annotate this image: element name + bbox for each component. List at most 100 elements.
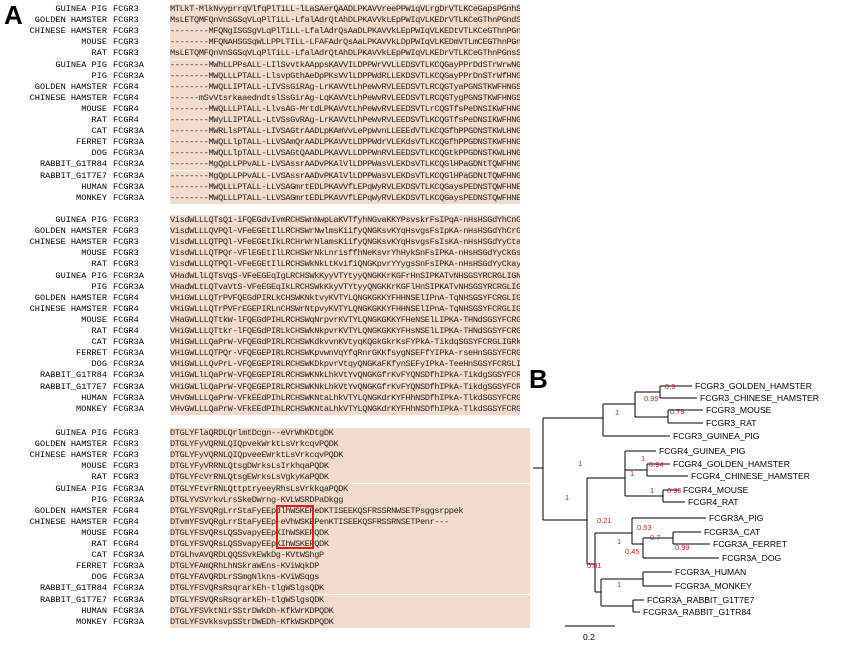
alignment-row: RABBIT_G1T7E7 FCGR3A DTGLYFSVQRsRsqrarkEh-… bbox=[0, 594, 530, 606]
gene-name: FCGR3A bbox=[113, 605, 144, 616]
sequence: DTGLYFSVQRsRsqrarkEh-tlgWSlgsQDK bbox=[170, 583, 530, 595]
gene-name: FCGR4 bbox=[113, 527, 139, 538]
sequence: DTGLYFAmQRhLhNSkraWEns-KViWqkDP bbox=[170, 561, 530, 573]
species-name: GUINEA PIG bbox=[55, 428, 107, 438]
alignment-row: RAT FCGR3 DTGLYFcVrRNLQtsgEWrksLsVgkyKaPQD… bbox=[0, 472, 530, 484]
alignment-row: RABBIT_G1T7E7 FCGR3A VHiGWLlLQaPrW-VFQEGEP… bbox=[0, 381, 520, 393]
species-name: PIG bbox=[91, 494, 107, 505]
gene-name: FCGR3A bbox=[113, 494, 144, 505]
species-name: CAT bbox=[91, 550, 107, 561]
sequence: --------MWyLLIPTALL-LtVSsGvRAg-LrKAVVtLh… bbox=[170, 115, 520, 126]
sequence: --------MWRLlsPTALL-LIVSAGtrAADLpKAmVvLe… bbox=[170, 126, 520, 138]
gene-name: FCGR3A bbox=[113, 583, 144, 594]
gene-name: FCGR3A bbox=[113, 270, 144, 281]
tree-leaf-label: FCGR3A_MONKEY bbox=[675, 581, 752, 591]
bootstrap-value: 0.9 bbox=[665, 382, 675, 391]
alignment-row: CHINESE HAMSTER FCGR4 ------mSvVtsrkaaednd… bbox=[0, 92, 520, 104]
sequence: VisdWLLLQTPQr-VFlEGEtIlLRCHSWrNkLnrisffh… bbox=[170, 248, 520, 260]
gene-name: FCGR4 bbox=[113, 516, 139, 527]
sequence: VHiGWLlLQaPrW-VFQEGEPIRLRCHSWKNkLhkVtYvQ… bbox=[170, 381, 520, 393]
species-name: HUMAN bbox=[81, 181, 107, 192]
species-name: MONKEY bbox=[76, 403, 107, 414]
gene-name: FCGR4 bbox=[113, 103, 139, 114]
sequence: DTGLYFtvrRNLQttptryeeyRhsLsVrkkqaPQDK bbox=[170, 483, 530, 495]
sequence: --------MgQpLLPPvALL-LVSAssrAADvPKAlVlLD… bbox=[170, 170, 520, 182]
sequence: VHaGWLLLQTtkW-lFQEGdPIHLRCHSWqNrpvrKVTYL… bbox=[170, 314, 520, 326]
alignment-row: MOUSE FCGR3 DTGLYFyVRRNLQtsgDWrksLsIrkhqaP… bbox=[0, 461, 530, 473]
gene-name: FCGR4 bbox=[113, 292, 139, 303]
species-name: GOLDEN HAMSTER bbox=[34, 439, 107, 450]
species-name: MOUSE bbox=[81, 527, 107, 538]
sequence: VHadWLtLQTvaVtS-VFeEGEqIkLRCHSWkKkyVTYty… bbox=[170, 281, 520, 293]
alignment-row: GOLDEN HAMSTER FCGR3 VisdWLLLQVPQl-VFeEGEt… bbox=[0, 226, 520, 238]
alignment-block-2: GUINEA PIG FCGR3 VisdWLLLQTsQ1-iFQEGdvIvmR… bbox=[0, 215, 520, 415]
species-name: MOUSE bbox=[81, 461, 107, 472]
alignment-row: GUINEA PIG FCGR3A VHadWLlLQTsVqS-VFeEGEqIg… bbox=[0, 270, 520, 282]
bootstrap-value: 0.81 bbox=[587, 561, 602, 570]
sequence: VHiGWLLLQTrPVFrEGEPIRLnCHSWrNtpvyKVTYLQN… bbox=[170, 303, 520, 315]
gene-name: FCGR3 bbox=[113, 48, 139, 59]
bootstrap-value: 0.45 bbox=[625, 547, 640, 556]
bootstrap-value: 1 bbox=[565, 493, 569, 502]
sequence: --------MFQNAHSGSqWLLPPLTILL-LFAFAdrQsAa… bbox=[170, 37, 520, 49]
bootstrap-value: 1 bbox=[578, 459, 582, 468]
alignment-row: PIG FCGR3A VHadWLtLQTvaVtS-VFeEGEqIkLRCHSW… bbox=[0, 281, 520, 293]
species-name: GOLDEN HAMSTER bbox=[34, 81, 107, 92]
alignment-row: MOUSE FCGR3 --------MFQNAHSGSqWLLPPLTILL-L… bbox=[0, 37, 520, 49]
sequence: --------MWQLLLPTALL-LlsvpGthAeDpPKsVVlLD… bbox=[170, 70, 520, 82]
alignment-row: CAT FCGR3A DTGLhvAVQRDLQQSSvkEWkDg-KVtWShg… bbox=[0, 550, 530, 562]
gene-name: FCGR3A bbox=[113, 70, 144, 81]
alignment-row: CHINESE HAMSTER FCGR3 --------MFQNgISGSgVL… bbox=[0, 26, 520, 38]
alignment-row: DOG FCGR3A DTGLYFAVQRDLrSSmgNlkns-KViWSqgs bbox=[0, 572, 530, 584]
species-name: MONKEY bbox=[76, 616, 107, 627]
species-name: MOUSE bbox=[81, 248, 107, 259]
alignment-row: GUINEA PIG FCGR3A --------MWhLLPPsALL-LIlS… bbox=[0, 59, 520, 71]
tree-leaf-label: FCGR3_RAT bbox=[706, 418, 757, 428]
alignment-row: CAT FCGR3A --------MWRLlsPTALL-LIVSAGtrAAD… bbox=[0, 126, 520, 138]
sequence: --------MWQLLLPTALL-LLVSAGmrtEDLPKAVVfLE… bbox=[170, 192, 520, 204]
sequence: --------MWQLLLPTALL-LLVSAGmrtEDLPKAVVfLE… bbox=[170, 181, 520, 193]
tree-leaf-label: FCGR4_GUINEA_PIG bbox=[659, 446, 746, 456]
gene-name: FCGR3A bbox=[113, 370, 144, 381]
species-name: RAT bbox=[91, 48, 107, 59]
gene-name: FCGR3 bbox=[113, 237, 139, 248]
alignment-row: FERRET FCGR3A --------MWQLLlpTALL-LLVSAmQr… bbox=[0, 137, 520, 149]
alignment-row: GUINEA PIG FCGR3 DTGLYFlaQRDLQrlmtDcgn--eV… bbox=[0, 428, 530, 439]
sequence: VHiGWLlLQaPrW-VFQEGEPIRLRCHSWKNkLhkVtYvQ… bbox=[170, 370, 520, 382]
gene-name: FCGR3A bbox=[113, 348, 144, 359]
alignment-row: CHINESE HAMSTER FCGR4 DTvmYFSVQRgLrrStaFyE… bbox=[0, 516, 530, 528]
gene-name: FCGR3 bbox=[113, 450, 139, 461]
sequence: VHiGWLLLQTPQr-VFQEGEPIRLRCHSWKpvwnVqYfqR… bbox=[170, 348, 520, 360]
alignment-row: RABBIT_G1TR84 FCGR3A VHiGWLlLQaPrW-VFQEGEP… bbox=[0, 370, 520, 382]
sequence: VHiGWLLLQTrPVFQEGdPIRLkCHSWKNktvyKVTYLQN… bbox=[170, 292, 520, 304]
gene-name: FCGR3 bbox=[113, 428, 139, 438]
sequence: DTvmYFSVQRgLrrStaFyEEp-eVhWSKEPenKTISEEK… bbox=[170, 516, 530, 528]
gene-name: FCGR3 bbox=[113, 37, 139, 48]
gene-name: FCGR4 bbox=[113, 314, 139, 325]
sequence: DTGLYFlaQRDLQrlmtDcgn--eVrWhKDtgDK bbox=[170, 428, 530, 439]
tree-leaf-label: FCGR3_GOLDEN_HAMSTER bbox=[695, 381, 812, 391]
gene-name: FCGR3A bbox=[113, 381, 144, 392]
alignment-row: RAT FCGR3 VisdWLLLQTPQl-VFeEGEtIlLRCHSWkNk… bbox=[0, 259, 520, 271]
species-name: CHINESE HAMSTER bbox=[29, 92, 107, 103]
alignment-row: MONKEY FCGR3A DTGLYFSVkksvpSStrDWEDh-KfkWS… bbox=[0, 616, 530, 628]
species-name: GUINEA PIG bbox=[55, 483, 107, 494]
bootstrap-value: 1 bbox=[617, 537, 621, 546]
gene-name: FCGR3 bbox=[113, 461, 139, 472]
species-name: DOG bbox=[91, 148, 107, 159]
tree-leaf-label: FCGR4_GOLDEN_HAMSTER bbox=[673, 459, 790, 469]
species-name: RABBIT_G1T7E7 bbox=[39, 381, 107, 392]
species-name: FERRET bbox=[76, 561, 107, 572]
species-name: CAT bbox=[91, 126, 107, 137]
species-name: RABBIT_G1T7E7 bbox=[39, 594, 107, 605]
bootstrap-value: 0.7 bbox=[650, 533, 660, 542]
alignment-row: HUMAN FCGR3A --------MWQLLLPTALL-LLVSAGmrt… bbox=[0, 181, 520, 193]
tree-leaf-label: FCGR3_CHINESE_HAMSTER bbox=[700, 393, 819, 403]
alignment-row: GUINEA PIG FCGR3 MTLkT-MlkNvyprrqVlfqPlTiL… bbox=[0, 4, 520, 15]
species-name: GOLDEN HAMSTER bbox=[34, 15, 107, 26]
gene-name: FCGR3A bbox=[113, 170, 144, 181]
gene-name: FCGR3 bbox=[113, 4, 139, 14]
gene-name: FCGR3A bbox=[113, 126, 144, 137]
sequence: DTGLYVSVrkvLrsSkeDWrng-KVLWSRDPaDkgg bbox=[170, 494, 530, 506]
sequence: --------MWhLLPPsALL-LIlSvvtkAAppsKAVVILD… bbox=[170, 59, 520, 71]
